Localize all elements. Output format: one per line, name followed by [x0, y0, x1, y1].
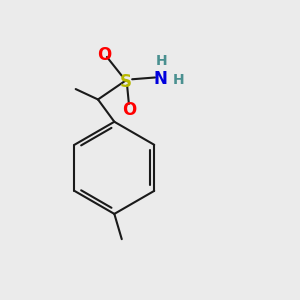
Text: O: O: [122, 101, 136, 119]
Text: H: H: [156, 54, 168, 68]
Text: N: N: [154, 70, 167, 88]
Text: O: O: [97, 46, 111, 64]
Text: S: S: [120, 73, 132, 91]
Text: H: H: [172, 73, 184, 87]
